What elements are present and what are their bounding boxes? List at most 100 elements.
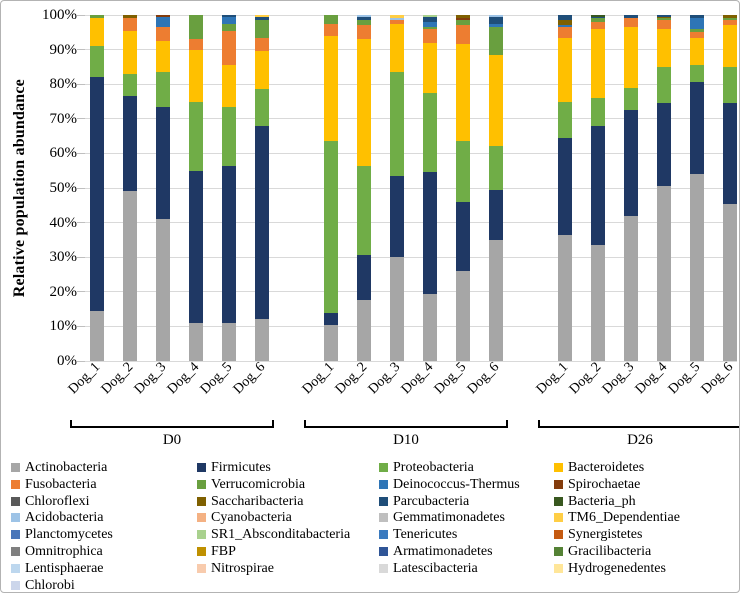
bar-segment-Fusobacteria — [723, 20, 737, 26]
y-tick-mark — [77, 291, 85, 293]
legend-label-Deinococcus-Thermus: Deinococcus-Thermus — [393, 476, 520, 492]
bar-segment-Acidobacteria — [390, 17, 404, 21]
legend-swatch-Parcubacteria — [379, 496, 388, 506]
bar-segment-Proteobacteria — [357, 165, 371, 256]
y-tick-label-40: 40% — [49, 214, 78, 231]
bar-segment-Actinobacteria — [690, 174, 704, 361]
bar-segment-Verrucomicrobia — [222, 23, 236, 31]
legend-item-Latescibacteria: Latescibacteria — [379, 560, 478, 577]
bar-segment-Fusobacteria — [657, 20, 671, 29]
legend-swatch-Gemmatimonadetes — [379, 513, 388, 523]
bar-segment-Fusobacteria — [189, 39, 203, 50]
legend-item-Proteobacteria: Proteobacteria — [379, 459, 474, 476]
bar-segment-Actinobacteria — [123, 191, 137, 361]
bar-D10-Dog_3 — [390, 15, 404, 361]
bar-segment-Proteobacteria — [456, 141, 470, 202]
bar-segment-Bacteroidetes — [357, 39, 371, 166]
bar-segment-Bacteroidetes — [324, 35, 338, 142]
bar-segment-Actinobacteria — [423, 293, 437, 361]
y-tick-mark — [77, 118, 85, 120]
bar-D10-Dog_1 — [324, 15, 338, 361]
legend-item-Gracilibacteria: Gracilibacteria — [554, 543, 651, 560]
group-label-D10: D10 — [393, 432, 419, 448]
bar-segment-Actinobacteria — [390, 257, 404, 361]
bar-segment-Fusobacteria — [591, 21, 605, 29]
bar-D10-Dog_5 — [456, 15, 470, 361]
legend-item-Fusobacteria: Fusobacteria — [11, 476, 97, 493]
bar-segment-Firmicutes — [324, 312, 338, 325]
bar-segment-Bacteroidetes — [123, 30, 137, 74]
legend-label-Actinobacteria: Actinobacteria — [25, 460, 108, 475]
bar-segment-Deinococcus-Thermus — [156, 16, 170, 28]
bar-segment-Bacteroidetes — [624, 27, 638, 88]
bar-segment-Parcubacteria — [423, 16, 437, 22]
legend-item-Chloroflexi: Chloroflexi — [11, 493, 90, 510]
legend-swatch-Acidobacteria — [11, 513, 20, 523]
bar-D0-Dog_4 — [189, 15, 203, 361]
bar-segment-Firmicutes — [558, 137, 572, 235]
legend-item-Gemmatimonadetes: Gemmatimonadetes — [379, 509, 505, 526]
bar-segment-Actinobacteria — [591, 245, 605, 361]
bar-segment-Firmicutes — [123, 96, 137, 192]
plot-area — [77, 14, 737, 362]
y-tick-mark — [77, 360, 85, 362]
group-bracket-D10 — [304, 420, 508, 428]
legend-label-Synergistetes: Synergistetes — [568, 527, 643, 543]
bar-segment-Saccharibacteria — [657, 16, 671, 19]
bar-segment-Proteobacteria — [591, 98, 605, 126]
legend-label-Gemmatimonadetes: Gemmatimonadetes — [393, 510, 505, 526]
legend-label-Chloroflexi: Chloroflexi — [25, 493, 90, 509]
legend-swatch-Deinococcus-Thermus — [379, 479, 388, 489]
bar-segment-Bacteroidetes — [489, 54, 503, 147]
legend-item-Spirochaetae: Spirochaetae — [554, 476, 640, 493]
legend-swatch-Actinobacteria — [11, 463, 20, 472]
legend-item-Verrucomicrobia: Verrucomicrobia — [197, 476, 305, 493]
bar-segment-Proteobacteria — [423, 92, 437, 173]
legend-label-Saccharibacteria: Saccharibacteria — [211, 493, 304, 509]
y-tick-mark — [77, 222, 85, 224]
bar-segment-Verrucomicrobia — [591, 18, 605, 22]
gridline-30 — [85, 256, 737, 258]
legend-swatch-Armatimonadetes — [379, 547, 388, 556]
gridline-70 — [85, 118, 737, 120]
bar-segment-Verrucomicrobia — [489, 27, 503, 55]
bar-segment-Firmicutes — [90, 77, 104, 311]
y-tick-label-20: 20% — [49, 283, 78, 300]
y-tick-label-10: 10% — [49, 318, 78, 335]
legend-swatch-Hydrogenedentes — [554, 563, 563, 573]
bar-segment-TM6_Dependentiae — [255, 15, 269, 17]
bar-segment-Bacteroidetes — [558, 37, 572, 102]
bar-segment-Actinobacteria — [90, 310, 104, 361]
bar-segment-Verrucomicrobia — [723, 18, 737, 21]
legend-item-Planctomycetes: Planctomycetes — [11, 526, 113, 543]
legend-swatch-Tenericutes — [379, 530, 388, 540]
bar-segment-Saccharibacteria — [723, 15, 737, 19]
y-tick-mark — [77, 49, 85, 51]
legend-label-Nitrospirae: Nitrospirae — [211, 560, 274, 576]
legend-item-Synergistetes: Synergistetes — [554, 526, 642, 543]
bar-segment-Actinobacteria — [222, 322, 236, 361]
bar-segment-Firmicutes — [723, 103, 737, 204]
bar-segment-TM6_Dependentiae — [390, 15, 404, 18]
bar-segment-Proteobacteria — [222, 106, 236, 166]
legend-item-Omnitrophica: Omnitrophica — [11, 543, 103, 560]
bar-segment-Proteobacteria — [324, 141, 338, 313]
gridline-80 — [85, 83, 737, 85]
gridline-50 — [85, 187, 737, 189]
bar-segment-Actinobacteria — [456, 271, 470, 361]
bar-segment-Fusobacteria — [156, 27, 170, 41]
bar-segment-Fusobacteria — [222, 30, 236, 66]
bar-segment-Deinococcus-Thermus — [489, 23, 503, 28]
legend-label-Proteobacteria: Proteobacteria — [393, 460, 474, 475]
bar-segment-Firmicutes — [357, 255, 371, 301]
bar-segment-Acidobacteria — [357, 15, 371, 17]
legend-item-Lentisphaerae: Lentisphaerae — [11, 560, 104, 577]
legend-label-Verrucomicrobia: Verrucomicrobia — [211, 476, 306, 492]
y-tick-mark — [77, 83, 85, 85]
legend-label-Firmicutes: Firmicutes — [211, 460, 271, 475]
bar-segment-Proteobacteria — [255, 89, 269, 126]
bar-segment-Proteobacteria — [624, 87, 638, 111]
y-tick-label-0: 0% — [57, 353, 77, 369]
bar-segment-Bacteria_ph — [591, 15, 605, 17]
bar-D0-Dog_2 — [123, 15, 137, 361]
